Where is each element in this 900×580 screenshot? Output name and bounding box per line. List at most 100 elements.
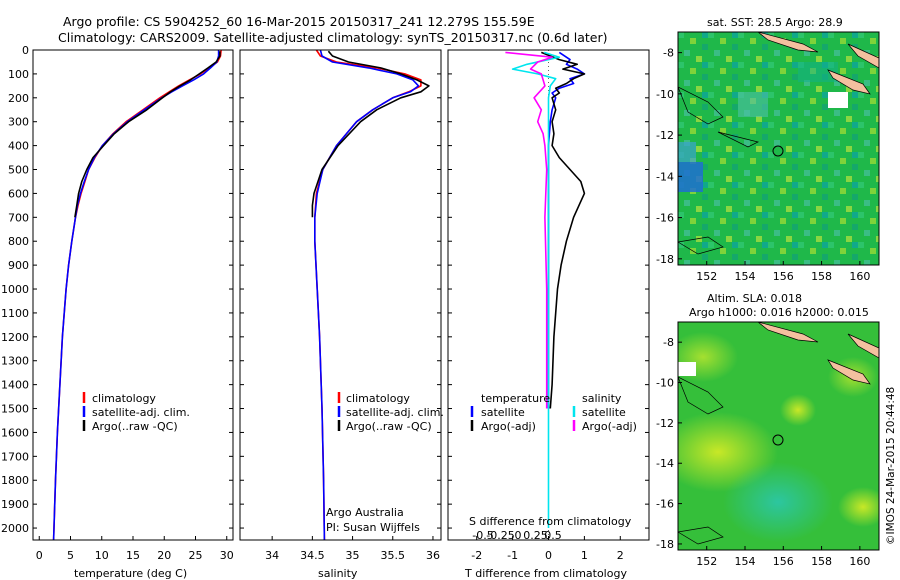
temperature-xlabel: temperature (deg C) (74, 567, 187, 580)
sla-map-title-1: Altim. SLA: 0.018 (707, 292, 802, 305)
temperature-ticks: 0100200300400500600700800900100011001200… (1, 44, 234, 562)
legend-s-satellite-label: satellite (582, 406, 626, 419)
temperature-frame (32, 49, 234, 541)
map-lat-label: -8 (663, 336, 674, 349)
x-tick-label: 0 (545, 549, 552, 562)
credit-agency: Argo Australia (326, 506, 404, 519)
legend-argo-label: Argo(..raw -QC) (346, 420, 432, 433)
difference-ticks: -2 -1 0 1 2-0.5-0.25 0 0.250.5 (448, 49, 649, 562)
series-line (541, 51, 586, 409)
salinity-ticks: 34 34.5 35 35.5 36 (240, 49, 441, 562)
salinity-panel: 34 34.5 35 35.5 36 salinity climatology sate… (239, 49, 444, 580)
sst-float-marker (772, 145, 784, 157)
map-lon-label: 152 (696, 270, 717, 283)
legend-climatology-label: climatology (346, 392, 410, 405)
series-line (313, 49, 422, 541)
legend-t-argo-label: Argo(-adj) (481, 420, 536, 433)
salinity-lines (311, 49, 430, 541)
sst-map-title: sat. SST: 28.5 Argo: 28.9 (707, 16, 843, 29)
series-line (505, 51, 553, 409)
title-line-2: Climatology: CARS2009. Satellite-adjuste… (58, 30, 608, 45)
y-tick-label: 1600 (1, 426, 29, 439)
x-tick-label: 20 (157, 549, 171, 562)
y-tick-label: 1200 (1, 331, 29, 344)
legend-satellite-label: satellite-adj. clim. (346, 406, 444, 419)
difference-legend: temperature salinity satellite Argo(-adj… (470, 392, 637, 433)
y-tick-label: 1800 (1, 474, 29, 487)
legend-salinity-header: salinity (582, 392, 622, 405)
legend-climatology-label: climatology (92, 392, 156, 405)
map-lat-label: -14 (656, 457, 674, 470)
map-lat-label: -10 (656, 88, 674, 101)
y-tick-label: 1700 (1, 450, 29, 463)
map-frame (677, 31, 880, 266)
map-lon-label: 154 (735, 270, 756, 283)
x-tick-label: -1 (507, 549, 518, 562)
x-tick-label: 30 (220, 549, 234, 562)
difference-lines (505, 51, 586, 528)
y-tick-label: 1100 (1, 307, 29, 320)
salinity-xlabel: salinity (318, 567, 358, 580)
y-tick-label: 200 (8, 92, 29, 105)
x-tick-label: 25 (189, 549, 203, 562)
x-tick-label: 35.5 (381, 549, 406, 562)
map-lat-label: -10 (656, 377, 674, 390)
sla-map (678, 322, 879, 550)
y-tick-label: 1900 (1, 498, 29, 511)
y-tick-label: 1400 (1, 379, 29, 392)
y-tick-label: 800 (8, 235, 29, 248)
y-tick-label: 1300 (1, 355, 29, 368)
legend-satellite-label: satellite-adj. clim. (92, 406, 190, 419)
legend-argo-label: Argo(..raw -QC) (92, 420, 178, 433)
map-lon-label: 156 (773, 555, 794, 568)
series-line (511, 51, 561, 528)
map-lat-label: -14 (656, 170, 674, 183)
title-line-1: Argo profile: CS 5904252_60 16-Mar-2015 … (63, 14, 535, 29)
sla-map-axes: 152 154 156 158 160 -8 -10 -12 -14 -16 -18 (656, 321, 880, 568)
sla-float-marker (772, 434, 784, 446)
imos-credit: ©IMOS 24-Mar-2015 20:44:48 (885, 387, 897, 545)
difference-panel: -2 -1 0 1 2-0.5-0.25 0 0.250.5 S difference fr… (447, 49, 650, 580)
y-tick-label: 0 (22, 44, 29, 57)
x-tick-label: 35 (346, 549, 360, 562)
map-frame (677, 321, 880, 551)
salinity-frame (239, 49, 442, 541)
map-lon-label: 158 (811, 270, 832, 283)
x-tick-label: 2 (617, 549, 624, 562)
x-tick-label: 10 (95, 549, 109, 562)
x-top-tick-label: 0 (515, 529, 522, 542)
map-lat-label: -12 (656, 417, 674, 430)
map-lon-label: 156 (773, 270, 794, 283)
map-lat-label: -16 (656, 498, 674, 511)
temperature-panel: 0100200300400500600700800900100011001200… (1, 44, 234, 580)
series-line (311, 50, 430, 218)
y-tick-label: 1500 (1, 403, 29, 416)
x-top-tick-label: -0.5 (472, 529, 493, 542)
map-lon-label: 152 (696, 555, 717, 568)
x-tick-label: -2 (471, 549, 482, 562)
y-tick-label: 600 (8, 187, 29, 200)
x-tick-label: 1 (581, 549, 588, 562)
difference-xlabel: T difference from climatology (464, 567, 627, 580)
y-tick-label: 100 (8, 68, 29, 81)
sst-map-axes: 152 154 156 158 160 -8 -10 -12 -14 -16 -18 (656, 31, 880, 283)
legend-temperature-header: temperature (481, 392, 550, 405)
credit-pi: PI: Susan Wijffels (326, 521, 420, 534)
x-top-tick-label: -0.25 (486, 529, 514, 542)
map-lat-label: -16 (656, 212, 674, 225)
map-lat-label: -18 (656, 253, 674, 266)
sla-map-title-2: Argo h1000: 0.016 h2000: 0.015 (689, 306, 869, 319)
map-lat-label: -18 (656, 538, 674, 551)
map-lon-label: 160 (849, 555, 870, 568)
salinity-legend: climatology satellite-adj. clim. Argo(..… (337, 392, 444, 433)
map-lon-label: 158 (811, 555, 832, 568)
y-tick-label: 2000 (1, 522, 29, 535)
x-tick-label: 36 (426, 549, 440, 562)
temperature-lines (52, 49, 222, 541)
x-tick-label: 5 (67, 549, 74, 562)
series-line (52, 50, 220, 541)
legend-t-satellite-label: satellite (481, 406, 525, 419)
x-top-tick-label: 0.25 (523, 529, 548, 542)
difference-top-xlabel: S difference from climatology (469, 515, 632, 528)
